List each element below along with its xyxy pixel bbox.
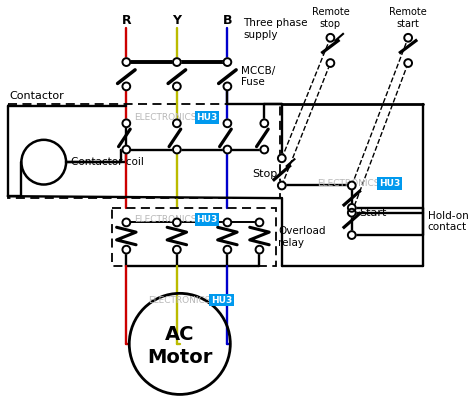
Circle shape (224, 219, 231, 226)
Circle shape (173, 219, 181, 226)
Text: HU3: HU3 (196, 113, 218, 122)
Text: HU3: HU3 (379, 179, 401, 188)
Circle shape (173, 119, 181, 127)
Text: Three phase
supply: Three phase supply (243, 18, 308, 40)
Circle shape (224, 246, 231, 253)
Circle shape (224, 83, 231, 90)
Text: Contactor coil: Contactor coil (71, 157, 144, 167)
Text: Stop: Stop (253, 169, 278, 179)
Circle shape (122, 246, 130, 253)
Circle shape (122, 83, 130, 90)
Circle shape (404, 34, 412, 41)
Circle shape (224, 58, 231, 66)
Circle shape (173, 58, 181, 66)
Text: ELECTRONICS: ELECTRONICS (148, 296, 211, 305)
Circle shape (122, 58, 130, 66)
Text: HU3: HU3 (196, 215, 218, 224)
Text: Remote
start: Remote start (389, 8, 427, 29)
Circle shape (255, 246, 264, 253)
Circle shape (224, 119, 231, 127)
Circle shape (122, 219, 130, 226)
Text: Contactor: Contactor (10, 91, 64, 101)
Text: Hold-on
contact: Hold-on contact (428, 211, 468, 232)
Text: Motor: Motor (147, 348, 212, 367)
Circle shape (173, 246, 181, 253)
Circle shape (348, 231, 356, 239)
Text: Start: Start (360, 208, 387, 218)
Text: Overload
relay: Overload relay (278, 226, 326, 248)
Circle shape (327, 59, 334, 67)
Bar (8, 104, 280, 198)
Text: Remote
stop: Remote stop (311, 8, 349, 29)
Text: HU3: HU3 (211, 296, 232, 305)
Text: MCCB/
Fuse: MCCB/ Fuse (241, 66, 275, 88)
Circle shape (404, 59, 412, 67)
Text: ELECTRONICS: ELECTRONICS (134, 215, 196, 224)
Circle shape (122, 119, 130, 127)
Text: AC: AC (165, 325, 194, 344)
Circle shape (278, 181, 286, 189)
Circle shape (260, 146, 268, 153)
Circle shape (224, 146, 231, 153)
Circle shape (348, 181, 356, 189)
Circle shape (122, 146, 130, 153)
Text: ELECTRONICS: ELECTRONICS (134, 113, 196, 122)
Text: ELECTRONICS: ELECTRONICS (317, 179, 379, 188)
Circle shape (255, 219, 264, 226)
Circle shape (173, 83, 181, 90)
Circle shape (173, 146, 181, 153)
Circle shape (260, 119, 268, 127)
Text: B: B (223, 14, 232, 27)
Circle shape (348, 204, 356, 212)
Bar (112, 208, 276, 266)
Text: R: R (121, 14, 131, 27)
Circle shape (348, 209, 356, 217)
Circle shape (278, 154, 286, 162)
Circle shape (327, 34, 334, 41)
Text: Y: Y (173, 14, 182, 27)
